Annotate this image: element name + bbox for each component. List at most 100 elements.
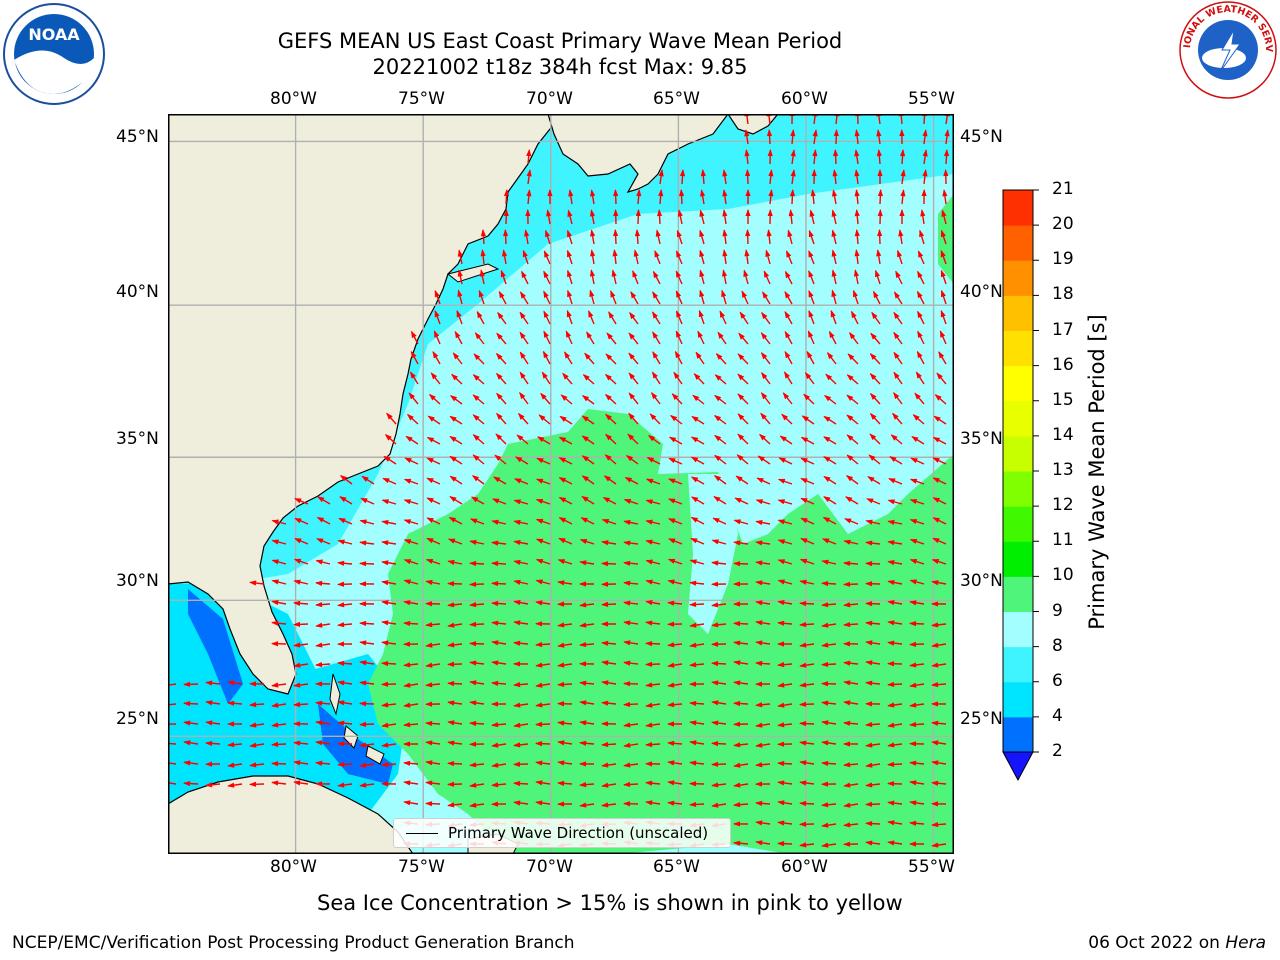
wave-arrow xyxy=(667,558,683,565)
colorbar-tick-label: 20 xyxy=(1052,214,1074,235)
wave-arrow xyxy=(601,601,617,607)
wave-arrow xyxy=(472,454,485,465)
wave-arrow xyxy=(381,742,397,748)
wave-arrow xyxy=(675,250,683,265)
wave-arrow xyxy=(447,661,463,667)
wave-arrow xyxy=(781,413,793,425)
wave-arrow xyxy=(425,682,441,688)
wave-arrow xyxy=(722,189,728,205)
wave-arrow xyxy=(403,559,419,565)
wave-arrow xyxy=(931,740,947,746)
chart-title: GEFS MEAN US East Coast Primary Wave Mea… xyxy=(277,29,843,53)
wave-arrow xyxy=(854,249,860,265)
wave-arrow xyxy=(691,415,705,425)
wave-arrow xyxy=(897,249,903,265)
wave-arrow xyxy=(382,477,397,485)
lon-label-top: 75°W xyxy=(398,89,445,109)
wave-arrow xyxy=(673,371,683,385)
wave-arrow xyxy=(893,331,903,345)
wave-arrow xyxy=(689,580,705,586)
wave-arrow xyxy=(784,310,793,325)
wave-arrow xyxy=(525,209,531,225)
wave-arrow xyxy=(777,760,793,767)
wave-arrow xyxy=(800,497,815,505)
wave-arrow xyxy=(823,475,837,485)
wave-arrow xyxy=(671,393,683,405)
wave-arrow xyxy=(430,372,441,385)
wave-arrow xyxy=(557,720,573,726)
wave-arrow xyxy=(755,519,771,526)
wave-arrow xyxy=(900,189,906,205)
wave-arrow xyxy=(205,680,221,686)
wave-arrow xyxy=(546,209,552,225)
lon-label-bottom: 70°W xyxy=(526,857,573,877)
wave-arrow xyxy=(909,800,925,806)
wave-arrow xyxy=(887,600,903,606)
wave-arrow xyxy=(457,249,463,265)
wave-arrow xyxy=(917,330,925,345)
wave-arrow xyxy=(337,741,353,747)
wave-arrow xyxy=(777,478,793,485)
wave-arrow xyxy=(843,680,859,686)
wave-arrow xyxy=(337,641,353,647)
wave-arrow xyxy=(853,269,860,285)
wave-arrow xyxy=(909,702,925,708)
wave-arrow xyxy=(909,558,925,565)
wave-arrow xyxy=(887,781,903,787)
wave-arrow xyxy=(887,640,903,646)
wave-arrow xyxy=(674,350,683,365)
wave-arrow xyxy=(940,309,947,325)
wave-arrow xyxy=(359,601,375,607)
colorbar-tick-label: 14 xyxy=(1052,424,1074,445)
wave-arrow xyxy=(425,701,441,707)
wave-arrow xyxy=(519,391,529,405)
wave-arrow xyxy=(808,289,815,305)
wave-arrow xyxy=(755,600,771,606)
wave-arrow xyxy=(917,270,925,285)
wave-arrow xyxy=(496,412,507,425)
wave-arrow xyxy=(737,393,749,405)
wave-arrow xyxy=(741,290,749,305)
lon-label-bottom: 60°W xyxy=(781,857,828,877)
wave-arrow xyxy=(854,149,860,165)
wave-arrow xyxy=(755,620,771,626)
colorbar-segment xyxy=(1003,435,1033,472)
wave-arrow xyxy=(690,476,705,485)
wave-arrow xyxy=(536,457,551,465)
map-frame xyxy=(168,114,954,854)
wave-arrow xyxy=(249,762,265,768)
wave-arrow xyxy=(634,229,641,245)
wave-arrow xyxy=(623,580,639,586)
wave-arrow xyxy=(293,642,309,648)
wave-arrow xyxy=(645,800,661,806)
lat-label-right: 35°N xyxy=(960,429,1003,449)
wave-arrow xyxy=(294,517,309,525)
wave-arrow xyxy=(756,477,771,485)
wave-arrow xyxy=(783,371,793,385)
wave-arrow xyxy=(625,455,639,465)
wave-arrow xyxy=(535,621,551,627)
wave-arrow xyxy=(271,702,287,708)
wave-arrow xyxy=(293,662,309,668)
wave-arrow xyxy=(645,539,661,545)
wave-arrow xyxy=(689,622,705,628)
wave-arrow xyxy=(568,189,574,205)
wave-arrow xyxy=(922,169,928,185)
wave-arrow xyxy=(833,129,839,145)
wave-arrow xyxy=(854,129,860,145)
wave-arrow xyxy=(869,373,881,385)
wave-arrow xyxy=(909,760,925,766)
wave-arrow xyxy=(579,581,595,587)
colorbar-tick-label: 16 xyxy=(1052,354,1074,375)
land-bahamas xyxy=(329,673,341,716)
wave-arrow xyxy=(736,454,749,465)
wave-arrow xyxy=(409,371,419,385)
wave-arrow xyxy=(513,620,529,626)
wave-arrow xyxy=(849,331,859,345)
wave-arrow xyxy=(315,781,331,787)
wave-arrow xyxy=(745,209,751,225)
wave-arrow xyxy=(601,540,617,546)
wave-arrow xyxy=(689,781,705,787)
colorbar-segment xyxy=(1003,365,1033,402)
wave-arrow xyxy=(821,802,837,808)
